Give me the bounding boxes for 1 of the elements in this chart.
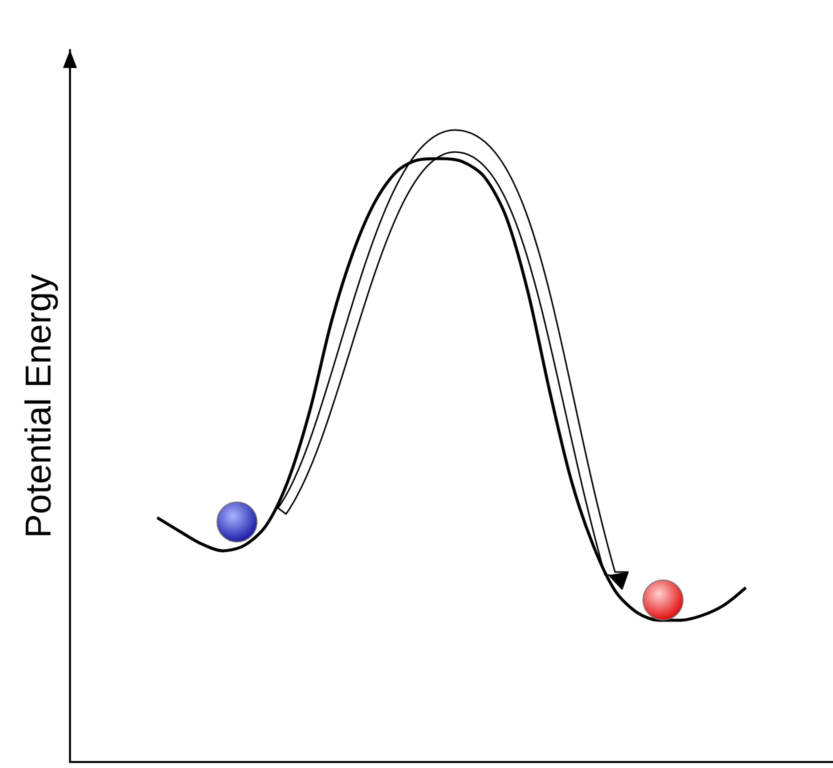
y-axis-title: Potential Energy	[18, 274, 58, 538]
